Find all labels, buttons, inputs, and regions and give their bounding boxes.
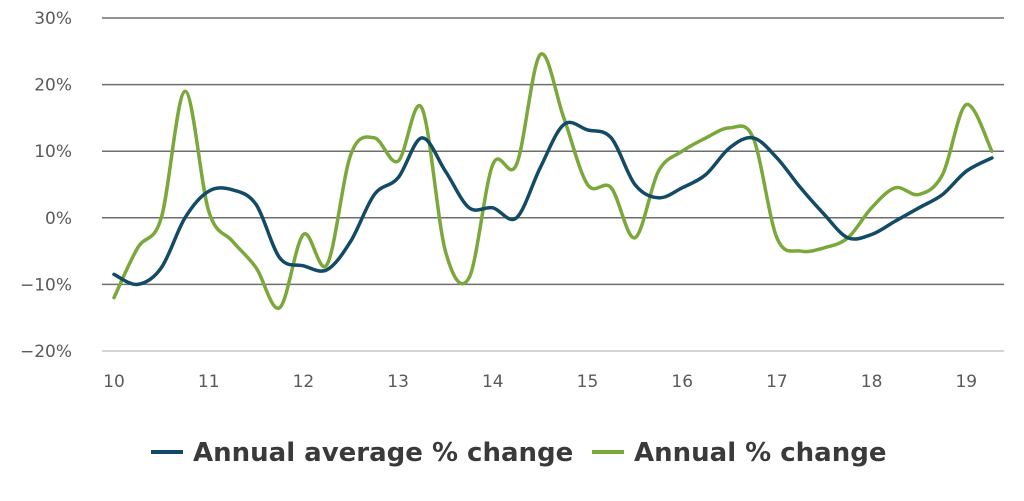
x-tick-label: 10 (103, 372, 125, 392)
x-tick-label: 16 (671, 372, 693, 392)
legend-label-annual: Annual % change (634, 438, 886, 468)
x-axis-tick-labels: 10 11 12 13 14 15 16 17 18 19 (103, 372, 977, 392)
x-tick-label: 15 (577, 372, 599, 392)
series-line-annual-average (112, 120, 994, 287)
gridlines (102, 17, 1004, 352)
series-lines (112, 52, 994, 310)
y-tick-label: 20% (34, 76, 72, 96)
y-tick-label: −20% (20, 342, 72, 362)
y-tick-label: 10% (34, 142, 72, 162)
x-tick-label: 17 (766, 372, 788, 392)
y-axis-tick-labels: 30% 20% 10% 0% −10% −20% (20, 9, 72, 362)
y-tick-label: 30% (34, 9, 72, 29)
series-line-annual (112, 52, 994, 310)
x-tick-label: 12 (293, 372, 315, 392)
x-tick-label: 18 (861, 372, 883, 392)
legend-label-annual-average: Annual average % change (193, 438, 573, 468)
x-tick-label: 14 (482, 372, 504, 392)
legend: Annual average % change Annual % change (151, 438, 886, 468)
x-tick-label: 19 (955, 372, 977, 392)
y-tick-label: 0% (45, 209, 72, 229)
y-tick-label: −10% (20, 275, 72, 295)
x-tick-label: 13 (387, 372, 409, 392)
x-tick-label: 11 (198, 372, 220, 392)
